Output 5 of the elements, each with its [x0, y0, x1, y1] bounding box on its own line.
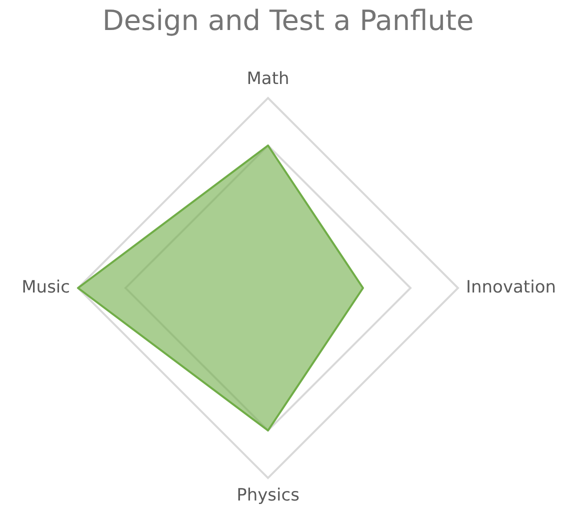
spoke-label: Music — [22, 277, 70, 298]
spoke-label: Innovation — [466, 277, 556, 298]
chart-title: Design and Test a Panflute — [102, 4, 474, 38]
spoke-label: Math — [246, 69, 290, 90]
spoke-label: Physics — [236, 486, 300, 506]
